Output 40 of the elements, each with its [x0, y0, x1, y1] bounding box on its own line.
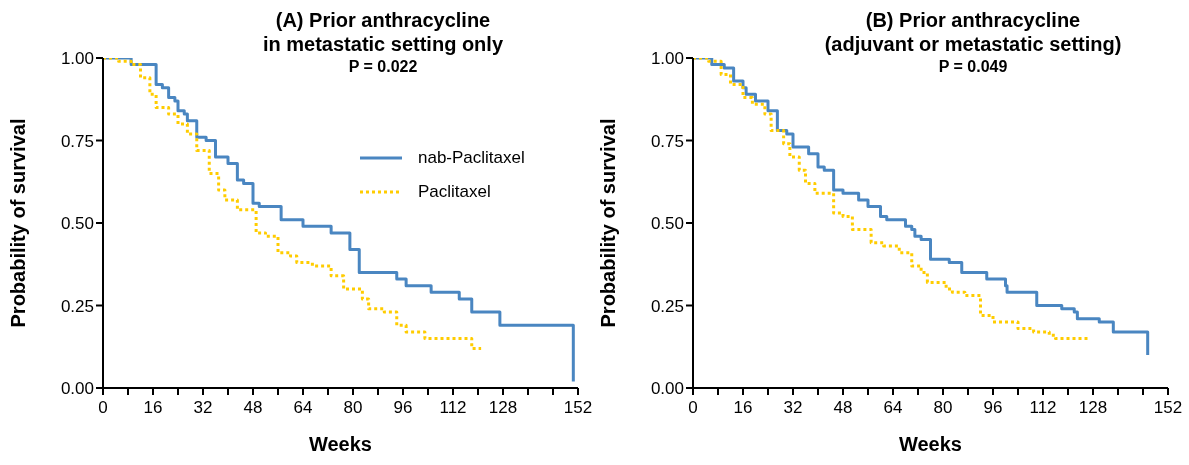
x-tick-label: 32 — [193, 398, 213, 417]
y-tick-label: 0.50 — [60, 214, 94, 234]
y-tick-label: 0.00 — [60, 379, 94, 399]
y-axis-title: Probability of survival — [7, 118, 30, 328]
x-tick-label: 152 — [563, 398, 593, 417]
y-tick-label: 0.75 — [650, 131, 684, 151]
x-tick-label: 128 — [1078, 398, 1108, 417]
chart-subtitle: P = 0.022 — [347, 58, 419, 76]
x-axis-title: Weeks — [898, 433, 963, 455]
x-tick-label: 112 — [1029, 398, 1057, 417]
x-axis-title: Weeks — [308, 433, 373, 455]
x-tick-label: 112 — [439, 398, 467, 417]
x-tick-label: 0 — [688, 398, 698, 417]
x-tick-label: 80 — [933, 398, 953, 417]
chart-subtitle: P = 0.049 — [937, 58, 1009, 76]
x-tick-label: 64 — [293, 398, 313, 417]
y-axis-title: Probability of survival — [597, 118, 620, 328]
y-tick-label: 1.00 — [650, 49, 684, 69]
x-tick-label: 128 — [488, 398, 518, 417]
chart-title: (A) Prior anthracycline in metastatic setting only — [261, 8, 505, 56]
x-tick-label: 96 — [393, 398, 413, 417]
x-tick-label: 64 — [883, 398, 903, 417]
x-tick-label: 48 — [833, 398, 853, 417]
x-tick-label: 32 — [783, 398, 803, 417]
legend-label: nab-Paclitaxel — [418, 148, 525, 168]
x-tick-label: 80 — [343, 398, 363, 417]
y-tick-label: 1.00 — [60, 49, 94, 69]
x-tick-label: 48 — [243, 398, 263, 417]
chart-title: (B) Prior anthracycline (adjuvant or metastatic setting) — [823, 8, 1123, 56]
y-tick-label: 0.50 — [650, 214, 684, 234]
y-tick-label: 0.75 — [60, 131, 94, 151]
x-tick-label: 152 — [1153, 398, 1183, 417]
y-tick-label: 0.25 — [650, 296, 684, 316]
y-tick-label: 0.00 — [650, 379, 684, 399]
x-tick-label: 16 — [733, 398, 753, 417]
x-tick-label: 0 — [98, 398, 108, 417]
y-tick-label: 0.25 — [60, 296, 94, 316]
legend-label: Paclitaxel — [418, 182, 491, 202]
x-tick-label: 16 — [143, 398, 163, 417]
x-tick-label: 96 — [983, 398, 1003, 417]
